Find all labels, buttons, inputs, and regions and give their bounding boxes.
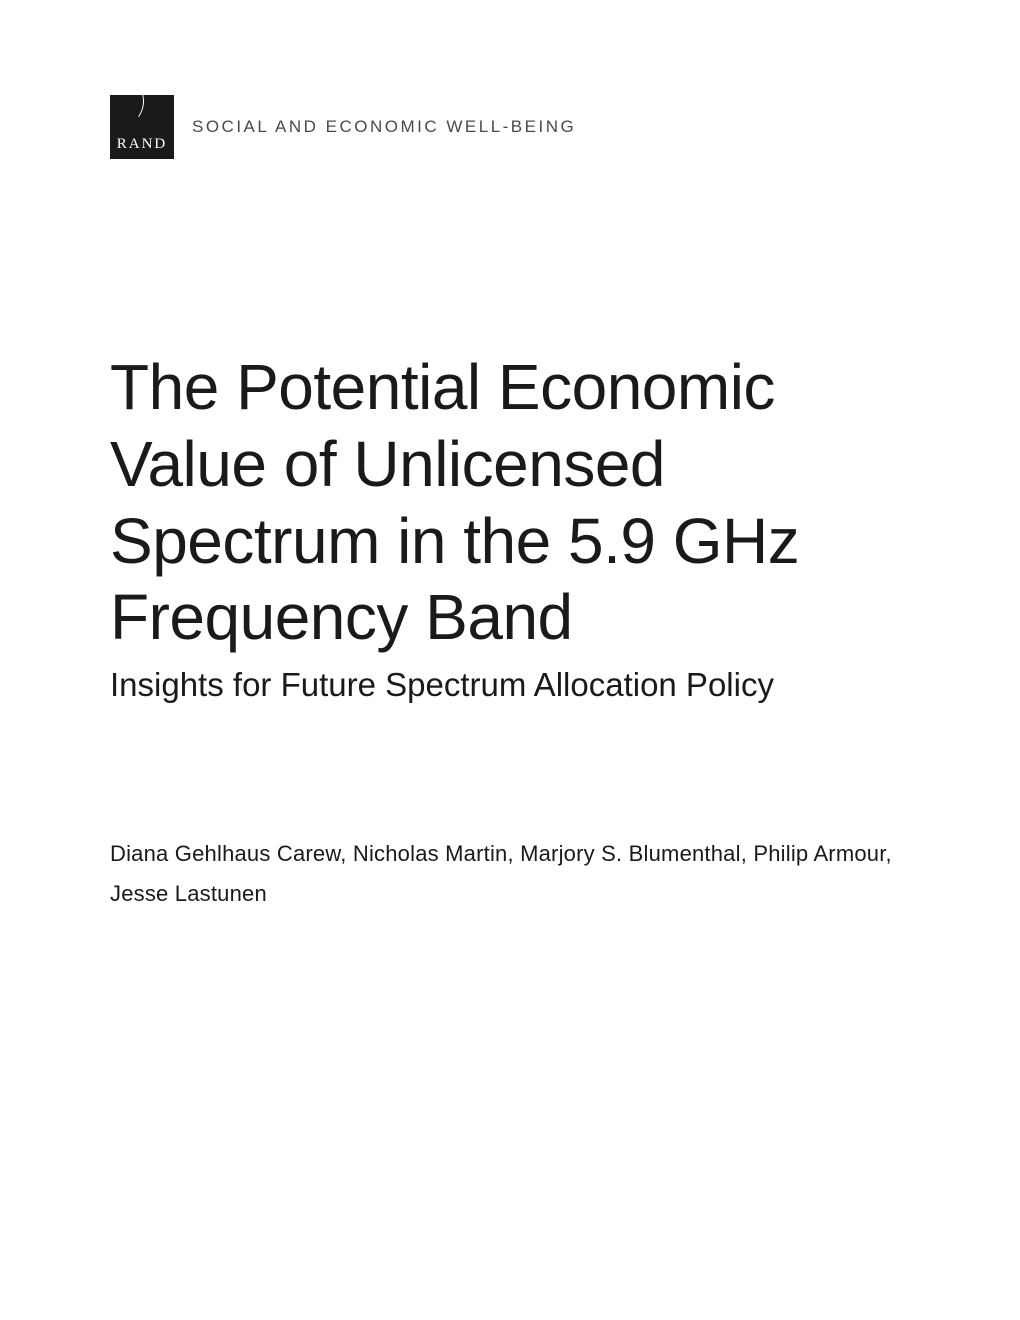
subtitle: Insights for Future Spectrum Allocation … <box>110 666 910 704</box>
page-container: RAND SOCIAL AND ECONOMIC WELL-BEING The … <box>0 0 1020 1320</box>
rand-logo-arc-icon <box>84 69 149 134</box>
header-row: RAND SOCIAL AND ECONOMIC WELL-BEING <box>110 95 910 159</box>
authors-line-2: Jesse Lastunen <box>110 874 910 914</box>
main-title: The Potential Economic Value of Unlicens… <box>110 349 910 656</box>
authors-block: Diana Gehlhaus Carew, Nicholas Martin, M… <box>110 834 910 913</box>
rand-logo-text: RAND <box>117 136 168 153</box>
rand-logo: RAND <box>110 95 174 159</box>
division-label: SOCIAL AND ECONOMIC WELL-BEING <box>192 117 576 137</box>
authors-line-1: Diana Gehlhaus Carew, Nicholas Martin, M… <box>110 834 910 874</box>
